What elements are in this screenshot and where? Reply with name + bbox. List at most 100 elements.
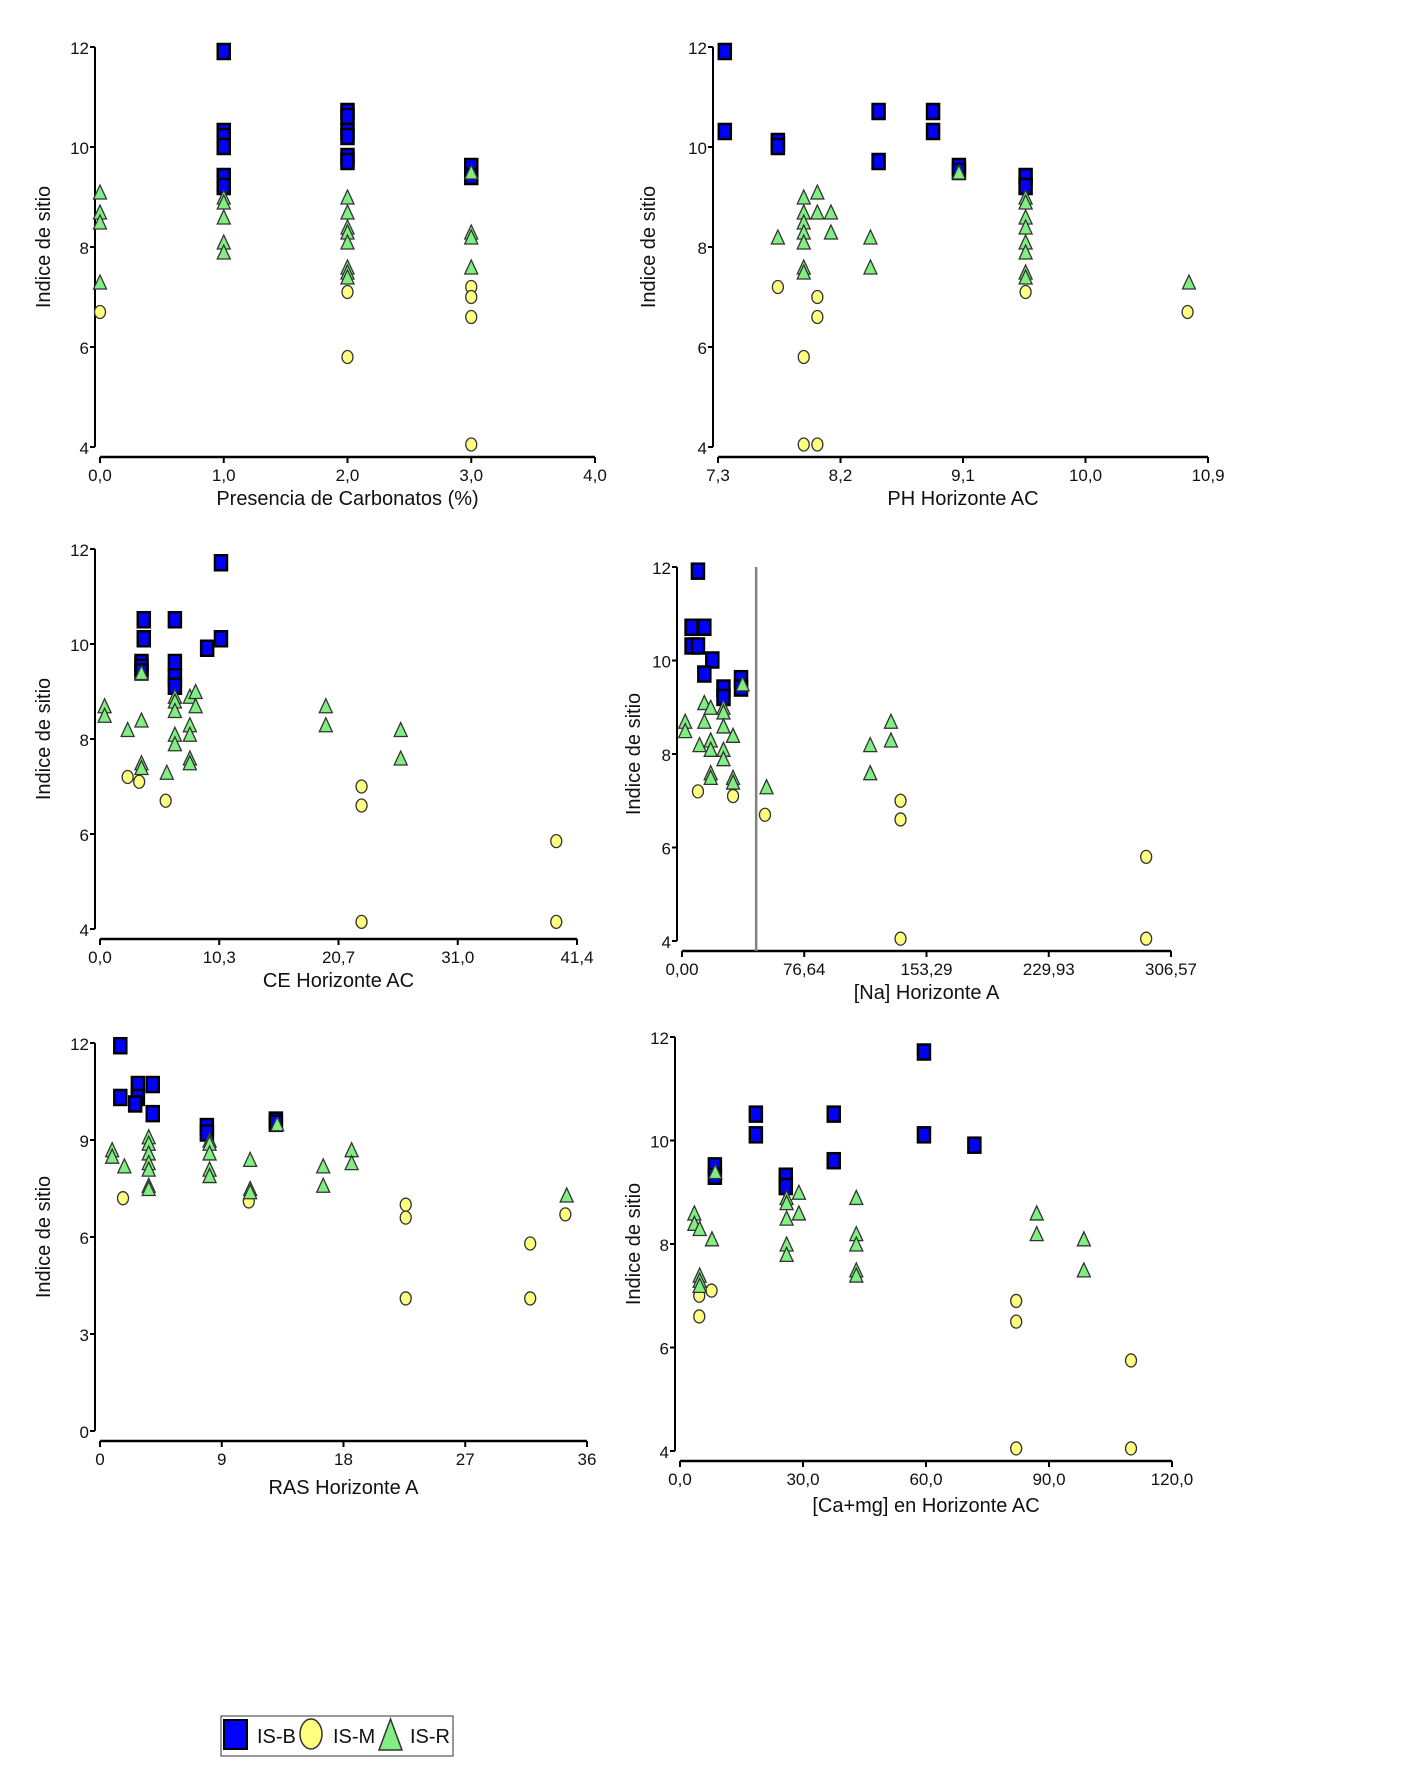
- point-is-r: [339, 268, 356, 285]
- point-is-r: [133, 758, 149, 776]
- point-is-r: [216, 208, 232, 225]
- y-tick-label: 10: [70, 139, 89, 158]
- point-is-b: [136, 611, 152, 629]
- x-axis-title: [Na] Horizonte A: [854, 982, 1000, 1004]
- panel-ce: CE Horizonte AC Indice de sitio 4 6 8 10 12 0…: [33, 541, 594, 992]
- point-is-m: [1010, 1441, 1023, 1456]
- point-is-r: [393, 720, 409, 738]
- point-is-m: [524, 1291, 537, 1306]
- point-is-b: [717, 122, 733, 141]
- point-is-m: [93, 304, 107, 320]
- y-tick-label: 6: [80, 826, 89, 845]
- point-is-r: [809, 203, 825, 220]
- point-is-r: [862, 736, 878, 753]
- point-is-m: [399, 1291, 412, 1306]
- point-is-r: [823, 223, 839, 240]
- point-is-r: [202, 1144, 218, 1161]
- y-tick-label: 4: [698, 439, 707, 458]
- point-is-b: [216, 137, 231, 156]
- point-is-m: [811, 309, 824, 325]
- point-is-b: [690, 637, 706, 655]
- x-tick-label: 18: [334, 1450, 353, 1469]
- point-is-b: [684, 618, 699, 637]
- point-is-r: [1029, 1204, 1045, 1221]
- y-axis-title: Indice de sitio: [33, 678, 55, 800]
- point-is-r: [779, 1209, 795, 1226]
- point-is-m: [159, 793, 172, 808]
- point-is-m: [1140, 931, 1153, 946]
- point-is-r: [715, 717, 731, 734]
- legend-label-isr: IS-R: [410, 1726, 450, 1748]
- point-is-r: [463, 258, 479, 275]
- point-is-m: [797, 349, 810, 365]
- point-is-m: [811, 289, 824, 305]
- point-is-r: [791, 1204, 807, 1221]
- y-tick-label: 6: [660, 1340, 669, 1359]
- y-tick-label: 0: [80, 1423, 89, 1442]
- point-is-r: [242, 1150, 258, 1168]
- y-tick-label: 6: [662, 840, 671, 859]
- x-tick-label: 0,0: [88, 948, 112, 967]
- point-is-r: [269, 1115, 285, 1132]
- point-is-r: [339, 188, 356, 205]
- point-is-m: [811, 437, 824, 452]
- x-tick-label: 8,2: [829, 466, 853, 485]
- point-is-m: [399, 1210, 412, 1225]
- legend-box: [220, 1715, 454, 1757]
- y-axis-title: Indice de sitio: [623, 1183, 645, 1305]
- point-is-r: [1029, 1225, 1045, 1242]
- point-is-r: [862, 258, 878, 275]
- point-is-r: [242, 1183, 258, 1200]
- x-tick-label: 0,0: [668, 1470, 692, 1489]
- point-is-m: [1181, 304, 1194, 320]
- point-is-r: [796, 188, 812, 205]
- point-is-b: [748, 1105, 764, 1123]
- x-tick-label: 3,0: [459, 466, 483, 485]
- y-tick-label: 12: [650, 1029, 669, 1048]
- point-is-b: [748, 1126, 764, 1144]
- point-is-b: [213, 554, 229, 572]
- panel-na: [Na] Horizonte A Indice de sitio 4 6 8 10 12…: [623, 559, 1197, 1004]
- x-tick-label: 31,0: [441, 948, 474, 967]
- point-is-m: [797, 437, 810, 452]
- point-is-m: [465, 289, 478, 305]
- y-tick-label: 8: [662, 746, 671, 765]
- point-is-m: [705, 1283, 718, 1298]
- point-is-m: [550, 914, 563, 930]
- y-tick-label: 4: [660, 1443, 669, 1462]
- point-is-b: [167, 653, 183, 672]
- x-tick-label: 7,3: [706, 466, 730, 485]
- point-is-r: [779, 1245, 795, 1262]
- point-is-b: [871, 152, 886, 171]
- x-tick-label: 9,1: [951, 466, 975, 485]
- panel-ph: PH Horizonte AC Indice de sitio 4 6 8 10 12 7…: [638, 39, 1225, 510]
- point-is-r: [315, 1176, 331, 1193]
- point-is-b: [690, 562, 706, 580]
- x-tick-label: 9: [217, 1450, 226, 1469]
- point-is-b: [145, 1075, 161, 1094]
- point-is-r: [133, 663, 149, 681]
- point-is-r: [1076, 1230, 1092, 1247]
- point-is-m: [758, 807, 772, 822]
- point-is-m: [399, 1197, 412, 1212]
- point-is-r: [1018, 243, 1034, 260]
- x-tick-label: 20,7: [322, 948, 355, 967]
- point-is-b: [871, 102, 886, 121]
- point-is-b: [340, 107, 355, 126]
- legend-label-ism: IS-M: [333, 1726, 375, 1748]
- point-is-m: [341, 284, 354, 300]
- y-axis-title: Indice de sitio: [33, 1176, 55, 1298]
- point-is-b: [216, 42, 231, 61]
- point-is-m: [894, 812, 907, 827]
- y-tick-label: 8: [698, 239, 707, 258]
- x-tick-label: 36: [578, 1450, 597, 1469]
- point-is-r: [703, 740, 719, 757]
- point-is-r: [883, 712, 899, 729]
- x-tick-label: 0: [95, 1450, 104, 1469]
- legend-label-isb: IS-B: [257, 1726, 296, 1748]
- point-is-r: [92, 183, 108, 200]
- panel-camg: [Ca+mg] en Horizonte AC Indice de sitio …: [623, 1029, 1193, 1517]
- x-tick-label: 30,0: [786, 1470, 819, 1489]
